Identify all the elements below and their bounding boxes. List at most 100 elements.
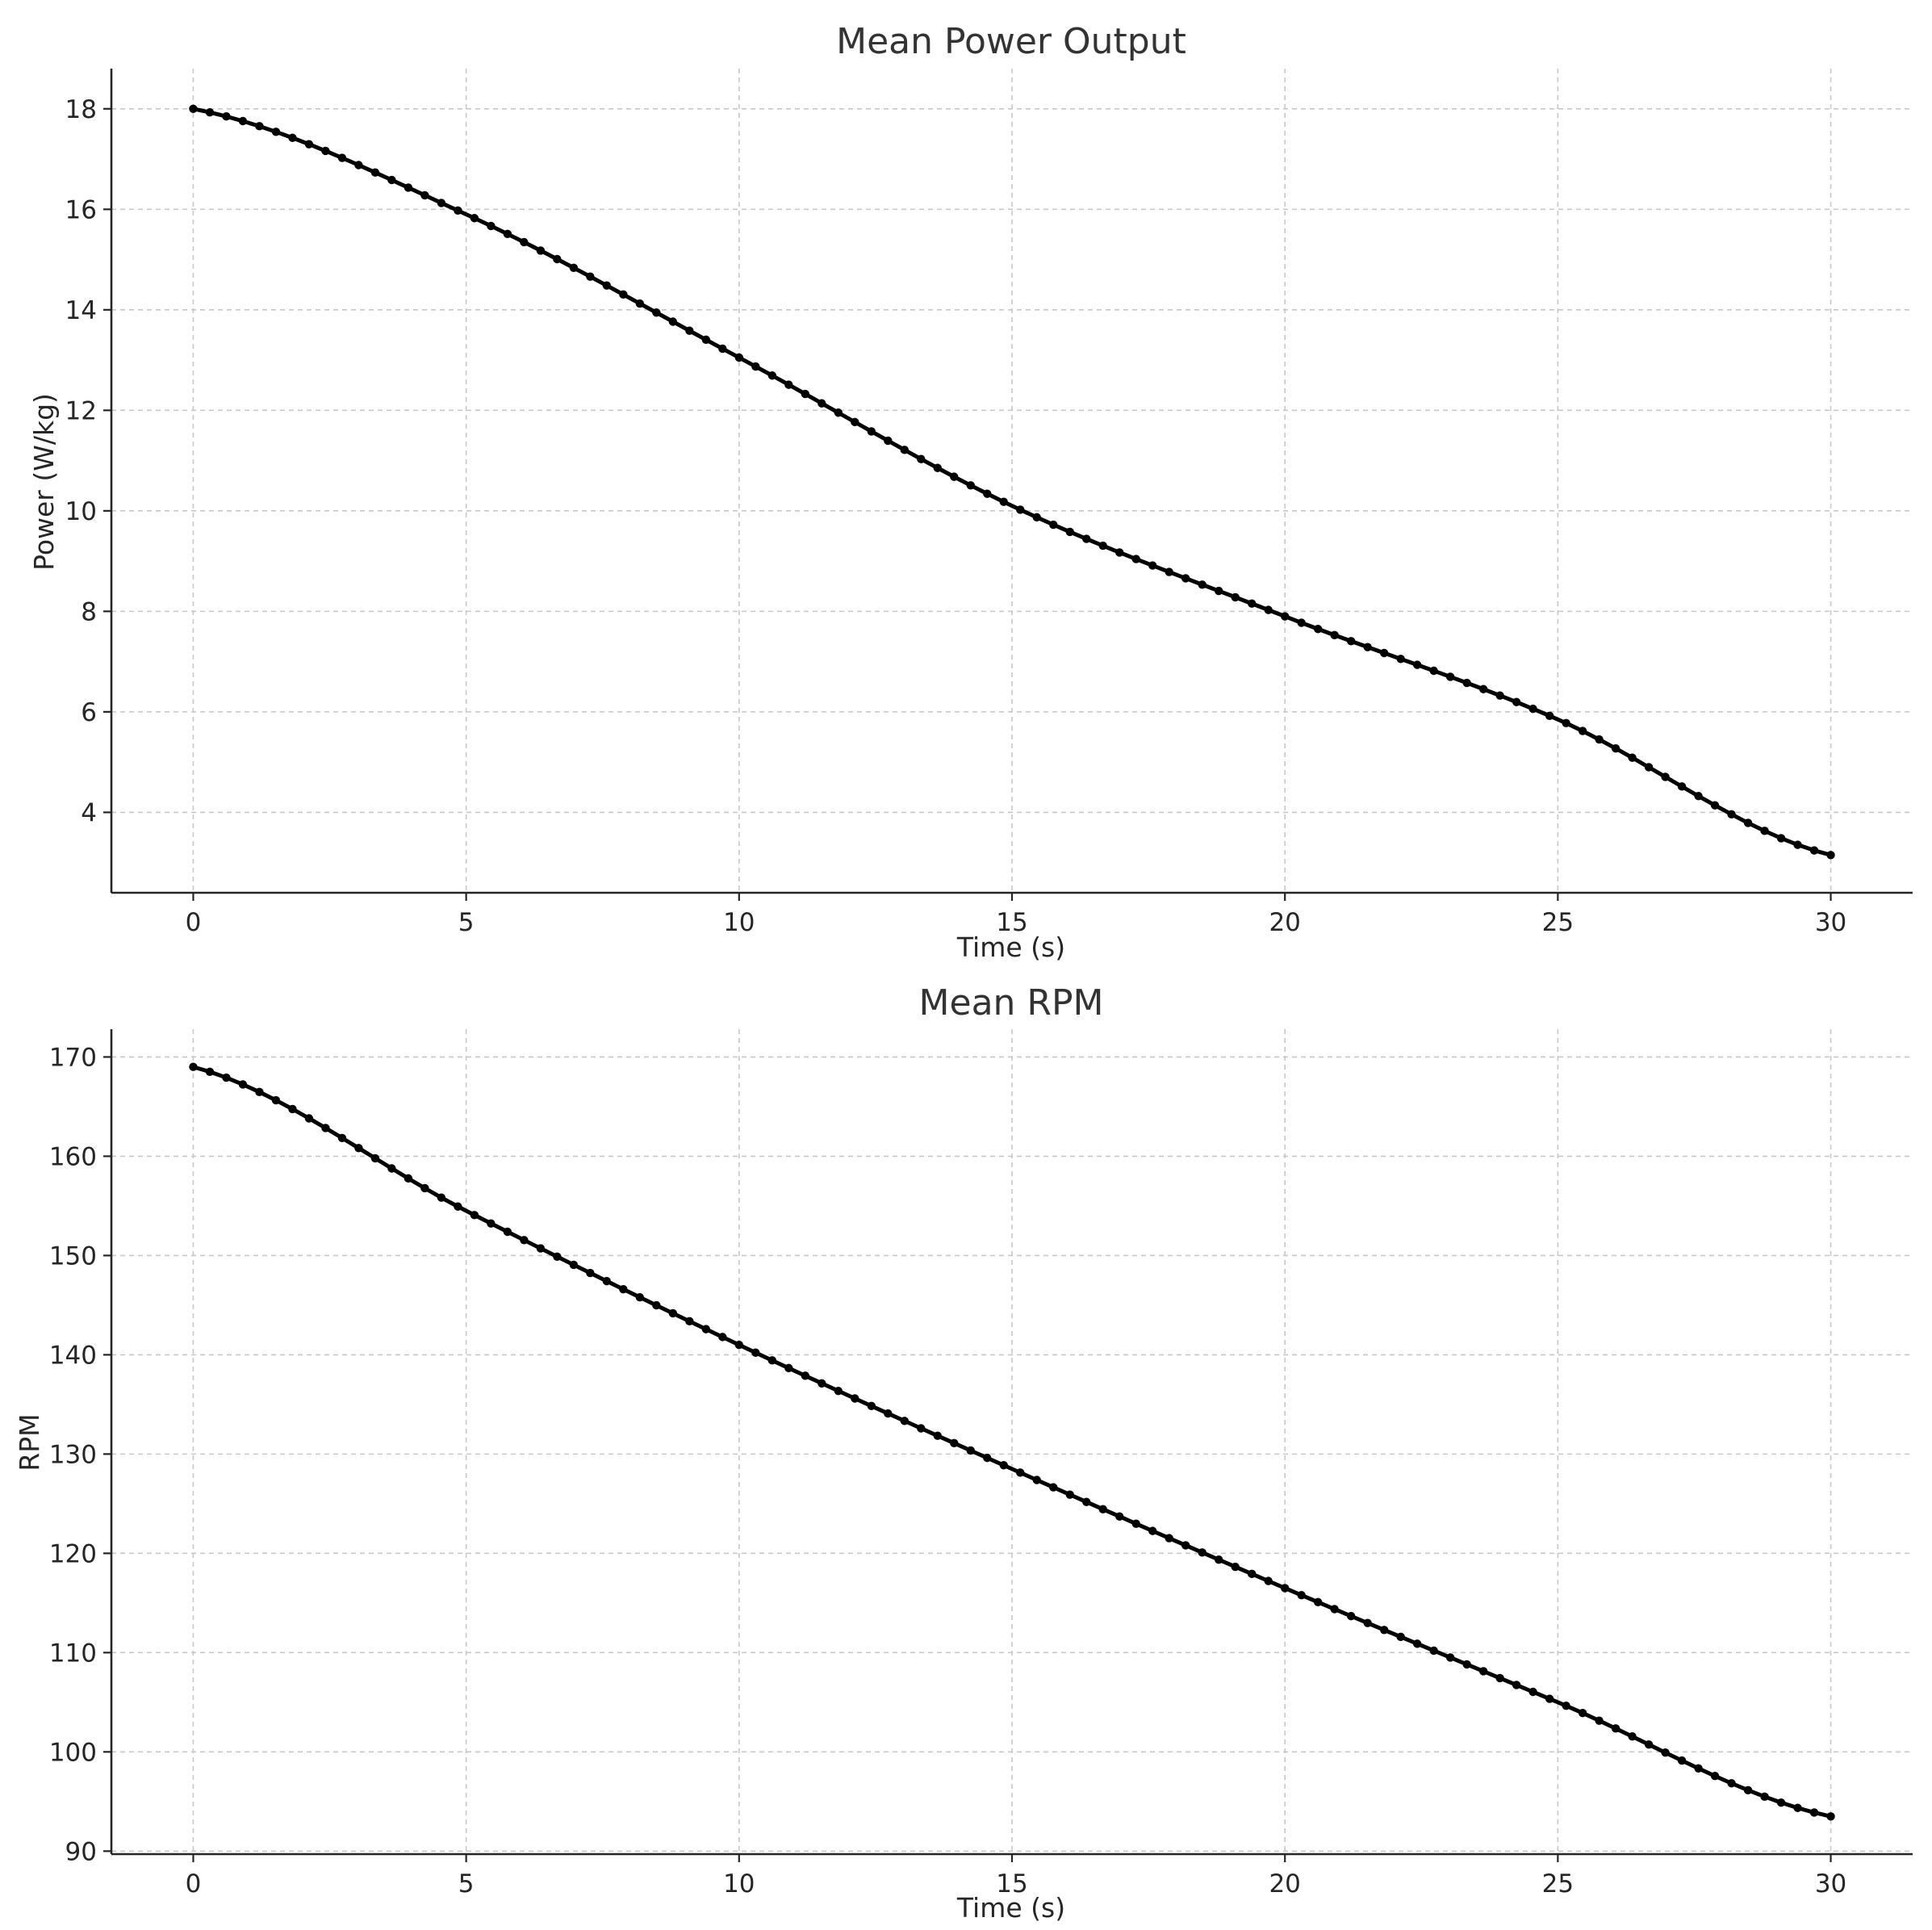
power-data-point xyxy=(867,427,876,436)
rpm-data-point xyxy=(751,1348,760,1357)
rpm-data-point xyxy=(851,1394,859,1403)
power-y-tick-label: 16 xyxy=(65,195,97,224)
rpm-y-tick-label: 100 xyxy=(49,1738,97,1767)
power-data-point xyxy=(437,199,446,207)
power-data-point xyxy=(387,175,396,185)
rpm-y-tick-label: 90 xyxy=(65,1837,97,1866)
rpm-data-point xyxy=(337,1133,347,1142)
power-x-ticks: 0 5 10 15 20 25 30 xyxy=(186,893,1846,937)
rpm-data-point xyxy=(1694,1764,1703,1773)
power-chart: Mean Power Output 0 5 10 15 20 25 30 4 6 8 10 12 14… xyxy=(28,21,1913,963)
power-x-tick-label: 25 xyxy=(1542,908,1574,937)
power-data-point xyxy=(1065,527,1074,537)
power-x-tick-label: 20 xyxy=(1269,908,1300,937)
power-data-point xyxy=(1661,772,1670,781)
power-data-point xyxy=(950,472,959,481)
power-data-point xyxy=(1165,567,1173,576)
rpm-data-point xyxy=(1148,1526,1157,1535)
power-data-point xyxy=(454,206,462,216)
rpm-data-point xyxy=(1644,1740,1654,1749)
power-y-axis-label: Power (W/kg) xyxy=(28,393,60,571)
power-data-point xyxy=(933,463,942,472)
rpm-data-point xyxy=(734,1340,744,1350)
rpm-data-point xyxy=(652,1300,661,1310)
rpm-data-point xyxy=(701,1325,711,1333)
power-data-point xyxy=(1379,648,1389,658)
rpm-data-point xyxy=(1628,1732,1637,1741)
power-data-point xyxy=(1760,827,1769,835)
rpm-data-point xyxy=(520,1236,529,1245)
rpm-data-point xyxy=(1363,1618,1372,1627)
rpm-data-point xyxy=(321,1124,330,1132)
rpm-data-point xyxy=(503,1227,512,1237)
rpm-data-point xyxy=(1131,1519,1140,1528)
power-data-point xyxy=(900,446,909,454)
power-data-point xyxy=(1313,625,1323,634)
power-data-point xyxy=(420,190,429,200)
power-y-tick-label: 8 xyxy=(81,597,97,626)
power-data-point xyxy=(1215,586,1223,596)
power-data-point xyxy=(288,133,297,142)
rpm-data-point xyxy=(602,1276,612,1286)
rpm-data-point xyxy=(1545,1694,1554,1703)
power-data-point xyxy=(1644,763,1654,772)
rpm-data-point xyxy=(619,1284,628,1294)
rpm-data-point xyxy=(437,1193,446,1202)
rpm-data-point xyxy=(668,1308,678,1318)
rpm-data-point xyxy=(1280,1584,1290,1593)
rpm-data-point xyxy=(818,1379,826,1388)
power-data-point xyxy=(1280,612,1290,621)
rpm-data-point xyxy=(1412,1639,1422,1648)
power-data-point xyxy=(1677,782,1687,791)
power-data-point xyxy=(1462,678,1471,688)
rpm-data-point xyxy=(1611,1724,1620,1733)
power-data-point xyxy=(767,371,777,380)
rpm-data-point xyxy=(966,1446,975,1455)
power-data-point xyxy=(487,221,496,231)
rpm-data-point xyxy=(487,1219,496,1228)
power-data-point xyxy=(801,389,809,399)
power-data-point xyxy=(1826,851,1835,860)
power-y-tick-label: 14 xyxy=(65,296,97,325)
power-data-point xyxy=(1131,555,1140,563)
rpm-data-point xyxy=(1198,1548,1206,1557)
rpm-data-point xyxy=(784,1363,793,1373)
power-y-tick-label: 12 xyxy=(65,396,97,425)
rpm-y-tick-label: 110 xyxy=(49,1639,97,1668)
rpm-x-tick-label: 25 xyxy=(1542,1869,1574,1899)
rpm-data-point xyxy=(867,1401,876,1410)
rpm-data-point xyxy=(288,1104,297,1114)
power-data-point xyxy=(586,272,595,281)
rpm-data-point xyxy=(917,1424,926,1433)
power-data-point xyxy=(304,140,314,149)
power-data-point xyxy=(1694,791,1703,801)
power-data-point xyxy=(1578,726,1587,735)
power-data-point xyxy=(370,168,380,177)
power-data-point xyxy=(1727,810,1736,819)
rpm-x-tick-label: 0 xyxy=(186,1869,202,1899)
rpm-data-point xyxy=(1710,1772,1720,1781)
rpm-data-point xyxy=(586,1268,595,1278)
rpm-data-point xyxy=(1115,1512,1124,1521)
rpm-data-point xyxy=(1049,1483,1058,1492)
rpm-data-point xyxy=(767,1356,777,1365)
power-data-point xyxy=(536,246,546,255)
power-data-point xyxy=(668,317,678,326)
power-data-point xyxy=(238,116,248,126)
power-x-tick-label: 5 xyxy=(458,908,475,937)
rpm-data-point xyxy=(1743,1786,1753,1795)
power-data-point xyxy=(321,146,330,156)
rpm-data-point xyxy=(1181,1541,1190,1550)
rpm-data-point xyxy=(1578,1709,1587,1718)
rpm-data-point xyxy=(1776,1798,1786,1807)
power-y-tick-label: 6 xyxy=(81,698,97,727)
power-data-point xyxy=(1346,637,1356,646)
power-data-point xyxy=(255,122,264,131)
power-series-line xyxy=(192,107,1832,857)
rpm-data-point xyxy=(255,1087,264,1097)
power-data-point xyxy=(1793,840,1802,849)
rpm-data-point xyxy=(404,1174,413,1183)
power-data-point xyxy=(1512,697,1521,706)
power-data-point xyxy=(1412,660,1422,669)
power-y-tick-label: 10 xyxy=(65,497,97,526)
